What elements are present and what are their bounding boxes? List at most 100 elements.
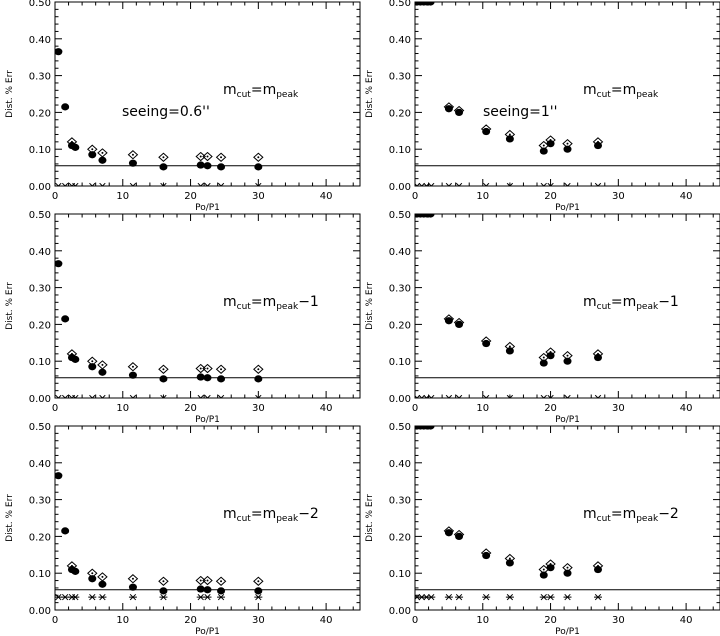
asterisk-point — [217, 593, 226, 601]
y-tick-label: 0.00 — [29, 182, 51, 193]
asterisk-point — [594, 394, 602, 398]
asterisk-point — [159, 394, 168, 398]
x-tick-label: 10 — [116, 403, 129, 414]
filled-point — [71, 355, 80, 363]
diamond-point — [195, 363, 206, 374]
y-axis-label: Dist. % Err — [5, 282, 15, 330]
y-tick-label: 0.40 — [389, 35, 411, 46]
asterisk-point — [455, 593, 464, 601]
filled-point — [563, 357, 572, 365]
y-tick-label: 0.00 — [389, 394, 411, 405]
y-tick-label: 0.10 — [29, 145, 51, 156]
filled-point — [444, 105, 453, 113]
mcut-annotation: mcut=mpeak−1 — [223, 294, 319, 312]
asterisk-point — [444, 394, 453, 398]
diamond-point — [253, 364, 264, 374]
y-tick-label: 0.20 — [389, 108, 411, 119]
annotation-eq: = — [611, 506, 623, 522]
annotation-m: m — [623, 506, 637, 522]
diamond-point — [253, 576, 264, 586]
y-tick-label: 0.30 — [389, 284, 411, 295]
filled-point — [444, 317, 453, 325]
annotation-m: m — [263, 506, 277, 522]
asterisk-point — [427, 182, 436, 186]
y-tick-label: 0.20 — [29, 532, 51, 543]
asterisk-point — [427, 394, 436, 398]
asterisk-point — [254, 182, 263, 186]
filled-point — [563, 569, 572, 577]
x-tick-label: 0 — [52, 615, 58, 626]
asterisk-point — [505, 182, 514, 186]
asterisk-point — [196, 182, 205, 186]
y-axis-label: Dist. % Err — [365, 70, 375, 118]
data-markers — [415, 2, 604, 186]
x-tick-label: 10 — [116, 615, 129, 626]
x-tick-label: 0 — [412, 615, 418, 626]
y-tick-label: 0.10 — [389, 357, 411, 368]
y-tick-label: 0.20 — [389, 532, 411, 543]
x-tick-label: 20 — [184, 191, 197, 202]
annotation-peak: peak — [276, 90, 299, 100]
filled-point — [539, 147, 548, 155]
annotation-eq: = — [611, 294, 623, 310]
filled-point — [217, 375, 226, 383]
filled-point — [482, 339, 491, 348]
filled-point — [505, 135, 514, 143]
filled-point — [159, 587, 168, 595]
annotation-peak: peak — [276, 302, 299, 312]
asterisk-point — [444, 593, 453, 601]
annotation-m: m — [623, 294, 637, 310]
x-axis-label: Po/P1 — [195, 203, 220, 213]
x-axis-label: Po/P1 — [195, 627, 220, 636]
filled-point — [539, 571, 548, 579]
y-tick-label: 0.10 — [389, 569, 411, 580]
x-tick-label: 10 — [476, 403, 489, 414]
annotation-eq: = — [251, 294, 263, 310]
filled-point — [128, 371, 137, 379]
annotation-eq: = — [251, 506, 263, 522]
annotation-m: m — [263, 82, 277, 98]
asterisk-point — [203, 182, 212, 186]
filled-point — [61, 103, 70, 111]
x-tick-label: 40 — [680, 403, 693, 414]
filled-point — [546, 140, 555, 148]
plot-frame — [54, 425, 361, 611]
filled-point — [88, 363, 97, 371]
diamond-point — [202, 363, 213, 374]
y-tick-label: 0.20 — [29, 320, 51, 331]
diamond-point — [215, 152, 227, 162]
filled-point — [426, 2, 435, 6]
asterisk-point — [422, 182, 431, 186]
diamond-point — [253, 152, 264, 162]
asterisk-point — [594, 182, 602, 186]
filled-point — [203, 586, 212, 594]
data-markers — [55, 48, 264, 186]
annotation-eq: = — [251, 82, 263, 98]
x-axis-label: Po/P1 — [555, 627, 580, 636]
asterisk-point — [71, 182, 80, 186]
filled-point — [55, 260, 63, 268]
data-markers — [55, 472, 264, 601]
asterisk-point — [61, 394, 70, 398]
filled-point — [254, 587, 263, 595]
panel-5: 0.00 0.10 0.20 0.30 0.40 0.50 0 10 20 30 40 Po/P1 Di… — [5, 422, 361, 636]
y-tick-label: 0.30 — [389, 72, 411, 83]
asterisk-point — [254, 593, 263, 601]
y-axis-label: Dist. % Err — [365, 494, 375, 542]
y-tick-label: 0.00 — [29, 394, 51, 405]
asterisk-point — [88, 593, 97, 601]
diamond-point — [202, 575, 213, 586]
filled-point — [98, 156, 107, 164]
filled-point — [98, 368, 107, 376]
annotation-m: m — [223, 82, 237, 98]
asterisk-point — [422, 394, 431, 398]
filled-point — [539, 359, 548, 367]
filled-point — [159, 375, 168, 383]
y-tick-label: 0.00 — [389, 182, 411, 193]
asterisk-point — [98, 593, 107, 601]
y-tick-label: 0.30 — [389, 496, 411, 507]
asterisk-point — [159, 182, 168, 186]
filled-point — [88, 151, 97, 159]
diamond-point — [97, 572, 108, 582]
